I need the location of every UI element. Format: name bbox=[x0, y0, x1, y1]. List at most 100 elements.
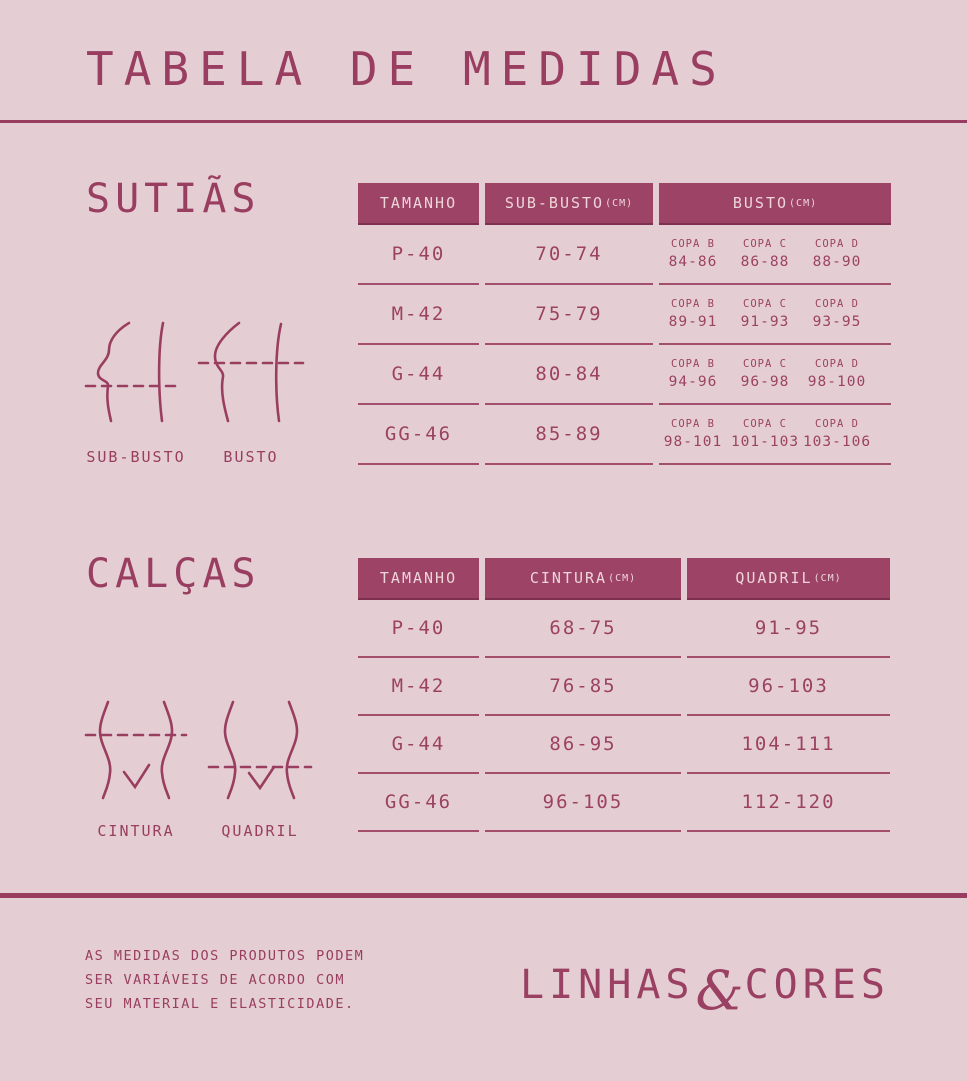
copa-col: COPA C 96-98 bbox=[735, 358, 795, 390]
pants-waist-cell: 96-105 bbox=[485, 774, 681, 832]
bras-section-heading: SUTIÃS bbox=[86, 176, 261, 222]
copa-label: COPA C bbox=[743, 418, 787, 430]
bras-bust-cell: COPA B 94-96 COPA C 96-98 COPA D 98-100 bbox=[659, 345, 891, 405]
pants-size-cell: G-44 bbox=[358, 716, 479, 774]
bras-subbust-cell: 85-89 bbox=[485, 405, 653, 465]
pants-col-header-size: TAMANHO bbox=[358, 558, 479, 600]
pants-size-cell: M-42 bbox=[358, 658, 479, 716]
footer-note-line: SEU MATERIAL E ELASTICIDADE. bbox=[85, 996, 355, 1012]
waist-diagram-label: CINTURA bbox=[97, 822, 175, 840]
brand-logo-right: CORES bbox=[744, 962, 890, 1008]
copa-label: COPA B bbox=[671, 418, 715, 430]
subbust-unit: (CM) bbox=[605, 197, 634, 209]
copa-col: COPA D 93-95 bbox=[807, 298, 867, 330]
pants-size-table: TAMANHO CINTURA (CM) QUADRIL (CM) P-40 68-… bbox=[358, 558, 890, 832]
copa-label: COPA D bbox=[815, 298, 859, 310]
hip-diagram-label: QUADRIL bbox=[221, 822, 299, 840]
bras-bust-cell: COPA B 89-91 COPA C 91-93 COPA D 93-95 bbox=[659, 285, 891, 345]
pants-hip-cell: 91-95 bbox=[687, 600, 890, 658]
copa-value: 84-86 bbox=[668, 254, 718, 270]
bras-col-header-subbust-text: SUB-BUSTO bbox=[504, 194, 605, 212]
pants-waist-cell: 68-75 bbox=[485, 600, 681, 658]
bras-col-header-bust: BUSTO (CM) bbox=[659, 183, 891, 225]
footer-note-line: AS MEDIDAS DOS PRODUTOS PODEM bbox=[85, 948, 365, 964]
pants-waist-cell: 86-95 bbox=[485, 716, 681, 774]
bras-bust-cell: COPA B 98-101 COPA C 101-103 COPA D 103-106 bbox=[659, 405, 891, 465]
sub-bust-diagram-icon bbox=[84, 321, 184, 423]
copa-label: COPA B bbox=[671, 358, 715, 370]
pants-hip-cell: 104-111 bbox=[687, 716, 890, 774]
copa-col: COPA B 84-86 bbox=[663, 238, 723, 270]
pants-col-header-waist-text: CINTURA bbox=[529, 569, 608, 587]
bras-col-header-subbust: SUB-BUSTO (CM) bbox=[485, 183, 653, 225]
page-title: TABELA DE MEDIDAS bbox=[86, 42, 727, 96]
copa-col: COPA C 101-103 bbox=[731, 418, 798, 450]
copa-value: 96-98 bbox=[740, 374, 790, 390]
copa-col: COPA D 98-100 bbox=[807, 358, 867, 390]
pants-table-header-row: TAMANHO CINTURA (CM) QUADRIL (CM) bbox=[358, 558, 890, 600]
copa-value: 103-106 bbox=[802, 434, 872, 450]
brand-logo: LINHAS & CORES bbox=[520, 958, 890, 1018]
copa-label: COPA D bbox=[815, 418, 859, 430]
copa-col: COPA C 91-93 bbox=[735, 298, 795, 330]
bras-table-header-row: TAMANHO SUB-BUSTO (CM) BUSTO (CM) bbox=[358, 183, 891, 225]
table-row: G-44 86-95 104-111 bbox=[358, 716, 890, 774]
copa-label: COPA D bbox=[815, 358, 859, 370]
copa-col: COPA C 86-88 bbox=[735, 238, 795, 270]
pants-col-header-hip-text: QUADRIL bbox=[735, 569, 813, 587]
copa-value: 86-88 bbox=[740, 254, 790, 270]
copa-label: COPA B bbox=[671, 298, 715, 310]
bras-subbust-cell: 75-79 bbox=[485, 285, 653, 345]
copa-label: COPA D bbox=[815, 238, 859, 250]
pants-hip-cell: 112-120 bbox=[687, 774, 890, 832]
pants-col-header-waist: CINTURA (CM) bbox=[485, 558, 681, 600]
table-row: M-42 76-85 96-103 bbox=[358, 658, 890, 716]
copa-value: 88-90 bbox=[812, 254, 862, 270]
copa-value: 94-96 bbox=[668, 374, 718, 390]
table-row: G-44 80-84 COPA B 94-96 COPA C 96-98 COPA … bbox=[358, 345, 891, 405]
copa-value: 93-95 bbox=[812, 314, 862, 330]
table-row: GG-46 85-89 COPA B 98-101 COPA C 101-103 C… bbox=[358, 405, 891, 465]
bras-size-cell: G-44 bbox=[358, 345, 479, 405]
bras-subbust-cell: 70-74 bbox=[485, 225, 653, 285]
pants-hip-cell: 96-103 bbox=[687, 658, 890, 716]
table-row: P-40 68-75 91-95 bbox=[358, 600, 890, 658]
table-row: M-42 75-79 COPA B 89-91 COPA C 91-93 COPA … bbox=[358, 285, 891, 345]
bras-col-header-size: TAMANHO bbox=[358, 183, 479, 225]
copa-col: COPA B 89-91 bbox=[663, 298, 723, 330]
bras-subbust-cell: 80-84 bbox=[485, 345, 653, 405]
copa-label: COPA C bbox=[743, 238, 787, 250]
copa-value: 98-100 bbox=[807, 374, 867, 390]
hip-unit: (CM) bbox=[813, 572, 842, 584]
waist-diagram-icon bbox=[84, 700, 188, 800]
footer-divider bbox=[0, 893, 967, 898]
bust-diagram-icon bbox=[197, 321, 305, 423]
copa-value: 91-93 bbox=[740, 314, 790, 330]
table-row: GG-46 96-105 112-120 bbox=[358, 774, 890, 832]
brand-ampersand-icon: & bbox=[695, 959, 744, 1022]
copa-value: 98-101 bbox=[663, 434, 723, 450]
hip-diagram-icon bbox=[207, 700, 313, 800]
pants-section-heading: CALÇAS bbox=[86, 551, 261, 597]
bras-col-header-bust-text: BUSTO bbox=[732, 194, 789, 212]
bras-size-table: TAMANHO SUB-BUSTO (CM) BUSTO (CM) P-40 70-… bbox=[358, 183, 891, 465]
bust-diagram-label: BUSTO bbox=[223, 448, 279, 466]
pants-col-header-hip: QUADRIL (CM) bbox=[687, 558, 890, 600]
bras-size-cell: M-42 bbox=[358, 285, 479, 345]
footer-note: AS MEDIDAS DOS PRODUTOS PODEM SER VARIÁV… bbox=[85, 944, 364, 1016]
pants-size-cell: P-40 bbox=[358, 600, 479, 658]
copa-label: COPA C bbox=[743, 358, 787, 370]
copa-col: COPA B 94-96 bbox=[663, 358, 723, 390]
copa-label: COPA C bbox=[743, 298, 787, 310]
pants-waist-cell: 76-85 bbox=[485, 658, 681, 716]
pants-size-cell: GG-46 bbox=[358, 774, 479, 832]
table-row: P-40 70-74 COPA B 84-86 COPA C 86-88 COPA … bbox=[358, 225, 891, 285]
copa-col: COPA D 103-106 bbox=[803, 418, 870, 450]
bras-bust-cell: COPA B 84-86 COPA C 86-88 COPA D 88-90 bbox=[659, 225, 891, 285]
copa-value: 101-103 bbox=[730, 434, 800, 450]
waist-unit: (CM) bbox=[608, 572, 637, 584]
brand-logo-left: LINHAS bbox=[520, 962, 695, 1008]
copa-col: COPA D 88-90 bbox=[807, 238, 867, 270]
bras-size-cell: GG-46 bbox=[358, 405, 479, 465]
